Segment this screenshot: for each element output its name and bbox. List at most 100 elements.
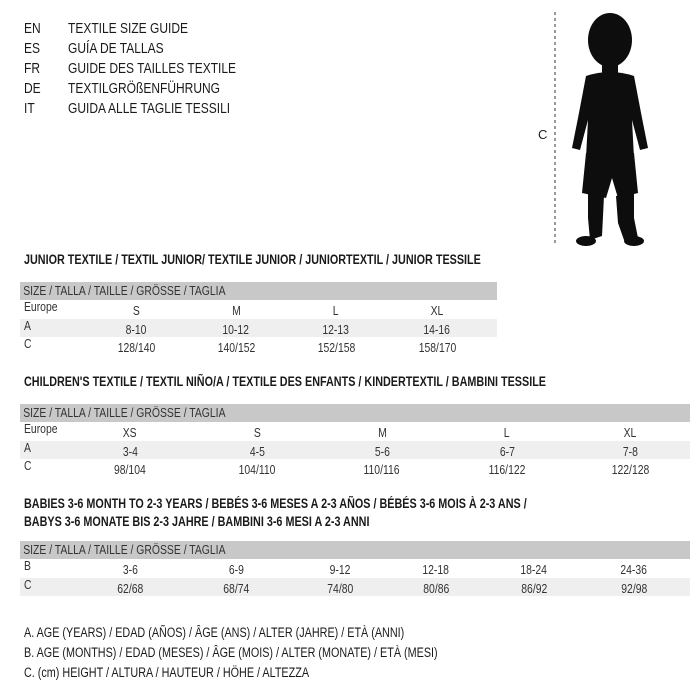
table-row: C 62/68 68/74 74/80 80/86 86/92 92/98 <box>20 577 690 598</box>
table-cell: 104/110 <box>207 461 307 479</box>
row-label-text: B <box>24 558 31 573</box>
table-cell: 8-10 <box>86 321 186 339</box>
table-cell: 24-36 <box>584 561 684 579</box>
row-label: A <box>24 439 33 457</box>
table-cell-text: 6-9 <box>228 562 244 577</box>
table-cell-text: 140/152 <box>217 340 255 355</box>
legend-item: A. AGE (YEARS) / EDAD (AÑOS) / ÂGE (ANS)… <box>24 625 499 640</box>
size-header-text: SIZE / TALLA / TAILLE / GRÖSSE / TAGLIA <box>23 405 226 420</box>
table-cell-text: 122/128 <box>611 462 649 477</box>
table-cell-text: XS <box>123 425 137 440</box>
row-label-text: Europe <box>24 421 58 436</box>
table-cell: 12-18 <box>386 561 486 579</box>
table-cell-text: 14-16 <box>423 321 451 337</box>
table-cell-text: 116/122 <box>488 462 526 477</box>
row-label-text: Europe <box>24 299 58 314</box>
size-header-bar: SIZE / TALLA / TAILLE / GRÖSSE / TAGLIA <box>20 282 497 300</box>
table-cell: 86/92 <box>484 580 584 598</box>
table-cell-text: 6-7 <box>499 443 515 459</box>
table-cell-text: 9-12 <box>329 562 351 577</box>
table-cell-text: XL <box>623 425 637 440</box>
table-cell-text: L <box>504 425 510 440</box>
table-cell: 4-5 <box>207 443 307 461</box>
table-cell: 9-12 <box>290 561 390 579</box>
language-title: GUIDA ALLE TAGLIE TESSILI <box>68 100 271 117</box>
table-cell-text: 110/116 <box>363 462 401 477</box>
table-cell: 5-6 <box>332 443 432 461</box>
language-title: TEXTILGRÖßENFÜHRUNG <box>68 80 258 97</box>
table-cell-text: 62/68 <box>116 580 144 596</box>
table-cell: XL <box>580 424 680 442</box>
table-cell-text: 98/104 <box>114 462 146 477</box>
size-header-bar: SIZE / TALLA / TAILLE / GRÖSSE / TAGLIA <box>20 404 690 422</box>
table-cell: 128/140 <box>86 339 186 357</box>
size-header-bar: SIZE / TALLA / TAILLE / GRÖSSE / TAGLIA <box>20 541 690 559</box>
table-cell: M <box>332 424 432 442</box>
table-cell: 3-4 <box>80 443 180 461</box>
row-label-text: A <box>24 317 31 333</box>
table-cell: S <box>86 302 186 320</box>
table-cell-text: 10-12 <box>222 321 250 337</box>
row-label: C <box>24 457 33 475</box>
table-cell-text: M <box>377 425 387 440</box>
table-row: Europe XS S M L XL <box>20 420 690 442</box>
table-cell: 68/74 <box>186 580 286 598</box>
table-cell: 158/170 <box>387 339 487 357</box>
table-cell: 6-7 <box>457 443 557 461</box>
baby-silhouette-figure: C <box>538 12 648 246</box>
language-title-text: GUÍA DE TALLAS <box>68 40 164 57</box>
language-code: IT <box>24 100 37 117</box>
table-cell-text: 5-6 <box>374 443 390 459</box>
legend-item-text: A. AGE (YEARS) / EDAD (AÑOS) / ÂGE (ANS)… <box>24 625 405 640</box>
table-cell-text: M <box>231 303 241 318</box>
height-label: C <box>538 127 547 142</box>
language-title: TEXTILE SIZE GUIDE <box>68 20 218 37</box>
babies-title-line2: BABYS 3-6 MONATE BIS 2-3 JAHRE / BAMBINI… <box>24 514 370 529</box>
table-cell-text: 80/86 <box>422 580 450 596</box>
table-row: A 3-4 4-5 5-6 6-7 7-8 <box>20 439 690 461</box>
table-cell: 92/98 <box>584 580 684 598</box>
table-row: C 128/140 140/152 152/158 158/170 <box>20 336 497 357</box>
language-title-text: GUIDA ALLE TAGLIE TESSILI <box>68 100 231 117</box>
table-cell-text: 8-10 <box>125 321 147 337</box>
table-cell-text: XL <box>430 303 444 318</box>
table-row: A 8-10 10-12 12-13 14-16 <box>20 317 497 339</box>
table-cell-text: 68/74 <box>222 580 250 596</box>
table-cell: 80/86 <box>386 580 486 598</box>
row-label-text: A <box>24 439 31 455</box>
table-cell-text: S <box>132 303 140 318</box>
table-row: Europe S M L XL <box>20 298 497 320</box>
table-cell-text: 74/80 <box>326 580 354 596</box>
table-cell-text: 104/110 <box>238 462 276 477</box>
table-cell: 3-6 <box>80 561 180 579</box>
size-header-text: SIZE / TALLA / TAILLE / GRÖSSE / TAGLIA <box>23 542 226 557</box>
language-code: DE <box>24 80 45 97</box>
language-title-text: GUIDE DES TAILLES TEXTILE <box>68 60 237 77</box>
table-cell: 18-24 <box>484 561 584 579</box>
language-code: ES <box>24 40 44 57</box>
table-cell: 122/128 <box>580 461 680 479</box>
table-cell-text: 158/170 <box>418 340 456 355</box>
table-cell: 10-12 <box>186 321 286 339</box>
row-label-text: C <box>24 336 32 351</box>
table-cell-text: 152/158 <box>317 340 355 355</box>
table-cell: 12-13 <box>286 321 386 339</box>
language-code: FR <box>24 60 44 77</box>
legend-item: C. (cm) HEIGHT / ALTURA / HAUTEUR / HÖHE… <box>24 665 380 680</box>
language-code-text: IT <box>24 100 35 117</box>
table-cell: 7-8 <box>580 443 680 461</box>
language-code-text: ES <box>24 40 41 57</box>
table-cell: S <box>207 424 307 442</box>
table-row: C 98/104 104/110 110/116 116/122 122/128 <box>20 457 690 479</box>
table-cell-text: 12-13 <box>322 321 350 337</box>
table-cell: 110/116 <box>332 461 432 479</box>
table-cell: 14-16 <box>387 321 487 339</box>
row-label: Europe <box>24 298 66 316</box>
legend-item-text: C. (cm) HEIGHT / ALTURA / HAUTEUR / HÖHE… <box>24 665 310 680</box>
table-cell-text: S <box>253 425 261 440</box>
row-label: Europe <box>24 420 66 438</box>
table-cell-text: 3-4 <box>122 443 138 459</box>
table-cell: XS <box>80 424 180 442</box>
table-cell: XL <box>387 302 487 320</box>
table-cell-text: 18-24 <box>520 562 548 577</box>
